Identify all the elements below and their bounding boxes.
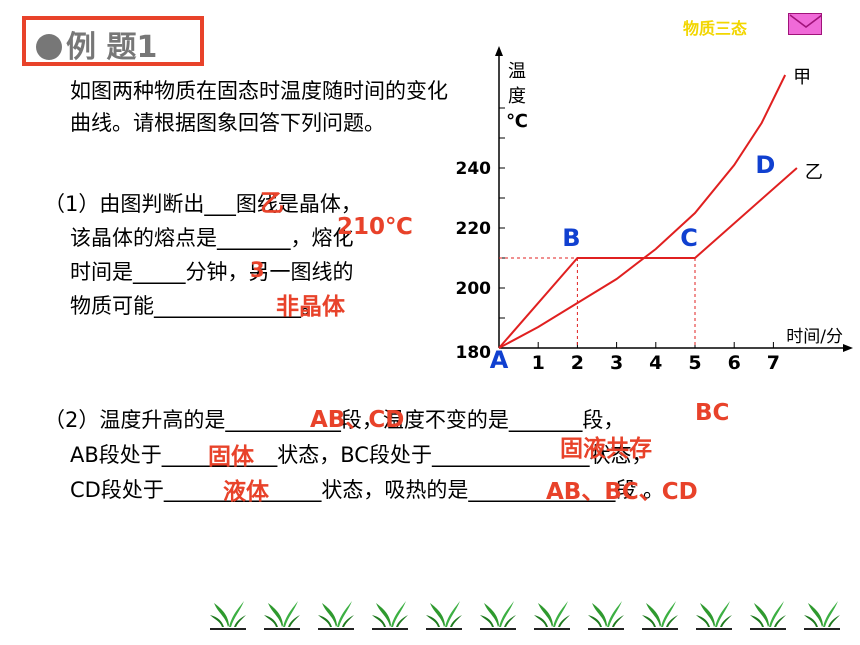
- y-axis-label: 温: [508, 61, 526, 82]
- x-tick-label: 2: [571, 352, 584, 374]
- y-axis-label: ℃: [506, 111, 528, 132]
- series-line-jia: [498, 74, 787, 349]
- y-tick-label: 180: [456, 343, 492, 363]
- answer-heat-absorbing: AB、BC、CD: [546, 479, 698, 505]
- grass-icon: [208, 595, 248, 633]
- y-tick-label: 220: [456, 219, 492, 239]
- series-label: 甲: [793, 67, 811, 88]
- q1-line-3: 时间是_____分钟，另一图线的: [70, 260, 354, 284]
- nav-link-states-of-matter[interactable]: 物质三态: [683, 19, 748, 38]
- x-tick-label: 5: [688, 352, 701, 374]
- grass-icon: [694, 595, 734, 633]
- point-label: D: [755, 151, 775, 179]
- grass-icon: [640, 595, 680, 633]
- answer-other-substance: 非晶体: [276, 294, 345, 320]
- answer-melting-time: 3: [250, 258, 265, 282]
- page-title: 例 题1: [36, 22, 157, 66]
- series-label: 乙: [805, 162, 823, 183]
- x-axis-arrow: [843, 344, 853, 352]
- answer-ab-state: 固体: [208, 444, 254, 470]
- envelope-icon[interactable]: [788, 13, 822, 35]
- series-line-yi: [498, 167, 798, 349]
- y-tick-label: 240: [456, 159, 492, 179]
- q1-line-4: 物质可能______________。: [70, 294, 322, 318]
- grass-icon: [424, 595, 464, 633]
- grass-icon: [316, 595, 356, 633]
- grass-icon: [262, 595, 302, 633]
- x-tick-label: 4: [649, 352, 662, 374]
- grass-icon: [478, 595, 518, 633]
- intro-text: 如图两种物质在固态时温度随时间的变化曲线。请根据图象回答下列问题。: [70, 79, 448, 135]
- y-axis-arrow: [495, 46, 503, 56]
- q2-line-1: （2）温度升高的是___________段，温度不变的是_______段，: [44, 408, 625, 432]
- x-tick-label: 3: [610, 352, 623, 374]
- q2-line-3: CD段处于_______________状态，吸热的是_____________…: [70, 478, 665, 502]
- grass-icon: [370, 595, 410, 633]
- point-label: A: [490, 346, 509, 374]
- answer-melting-point: 210℃: [337, 214, 413, 240]
- x-axis-label: 时间/分: [786, 327, 843, 347]
- q1-line-2: 该晶体的熔点是_______，熔化: [70, 226, 354, 250]
- page-title-label: 例 题1: [66, 30, 158, 65]
- answer-crystal-curve: 乙: [260, 189, 284, 217]
- title-box: [22, 16, 204, 66]
- x-tick-label: 7: [767, 352, 780, 374]
- grass-icon: [532, 595, 572, 633]
- grass-icon: [586, 595, 626, 633]
- y-axis-label: 度: [508, 86, 526, 107]
- point-label: C: [680, 224, 698, 252]
- answer-cd-state: 液体: [223, 479, 269, 505]
- answer-rising: AB、CD: [310, 407, 405, 433]
- x-tick-label: 1: [532, 352, 545, 374]
- grass-icon: [802, 595, 842, 633]
- answer-constant: BC: [695, 400, 730, 426]
- bullet-icon: [36, 34, 62, 60]
- q1-line-1: （1）由图判断出___图线是晶体，: [44, 192, 362, 216]
- y-tick-label: 200: [456, 279, 492, 299]
- x-tick-label: 6: [728, 352, 741, 374]
- q2-line-2: AB段处于___________状态，BC段处于_______________状…: [70, 443, 653, 467]
- grass-icon: [748, 595, 788, 633]
- answer-bc-state: 固液共存: [560, 436, 652, 462]
- point-label: B: [562, 224, 580, 252]
